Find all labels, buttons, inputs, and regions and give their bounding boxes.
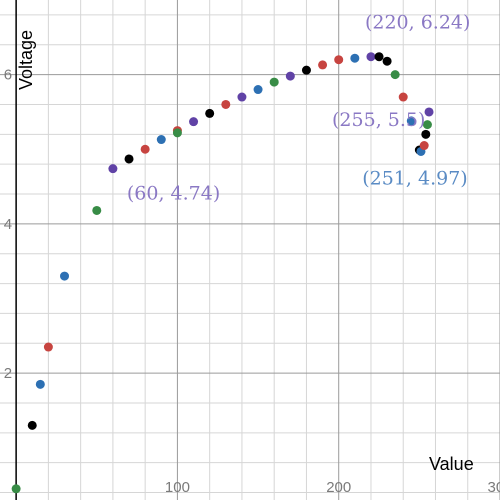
point-annotation: (255, 5.5) [332,109,425,131]
data-point [334,55,344,65]
data-point [424,107,434,117]
data-point [350,53,360,63]
x-axis-title: Value [429,454,474,474]
data-point [422,120,432,130]
data-point [27,420,37,430]
y-tick-label: 4 [4,216,12,233]
x-tick-label: 300 [487,479,500,496]
data-point [285,71,295,81]
x-tick-label: 100 [165,479,190,496]
data-points [11,52,434,494]
data-point [390,70,400,80]
data-point [253,85,263,95]
data-point [60,271,70,281]
data-point [237,92,247,102]
data-point [301,65,311,75]
data-point [205,108,215,118]
data-point [189,117,199,127]
annotations: (220, 6.24) (255, 5.5) (60, 4.74) (251, 4.9… [127,12,471,205]
data-point [421,129,431,139]
data-point [374,52,384,62]
x-tick-label: 200 [326,479,351,496]
y-tick-label: 6 [4,67,12,84]
data-point [92,205,102,215]
data-point [419,141,429,151]
data-point [382,56,392,66]
point-annotation: (220, 6.24) [365,12,470,34]
data-point [366,52,376,62]
data-point [108,164,118,174]
data-point [406,116,416,126]
data-point [156,135,166,145]
point-annotation: (251, 4.97) [362,167,467,189]
tick-labels: 100 200 300 2 4 6 [4,67,500,496]
data-point [318,60,328,70]
data-point [43,342,53,352]
data-point [172,128,182,138]
data-point [140,144,150,154]
data-point [221,99,231,109]
data-point [35,379,45,389]
y-tick-label: 2 [4,365,12,382]
point-annotation: (60, 4.74) [127,183,220,205]
y-axis-title: Voltage [16,30,36,90]
data-point [398,92,408,102]
data-point [269,77,279,87]
data-point [11,484,21,494]
data-point [124,154,134,164]
